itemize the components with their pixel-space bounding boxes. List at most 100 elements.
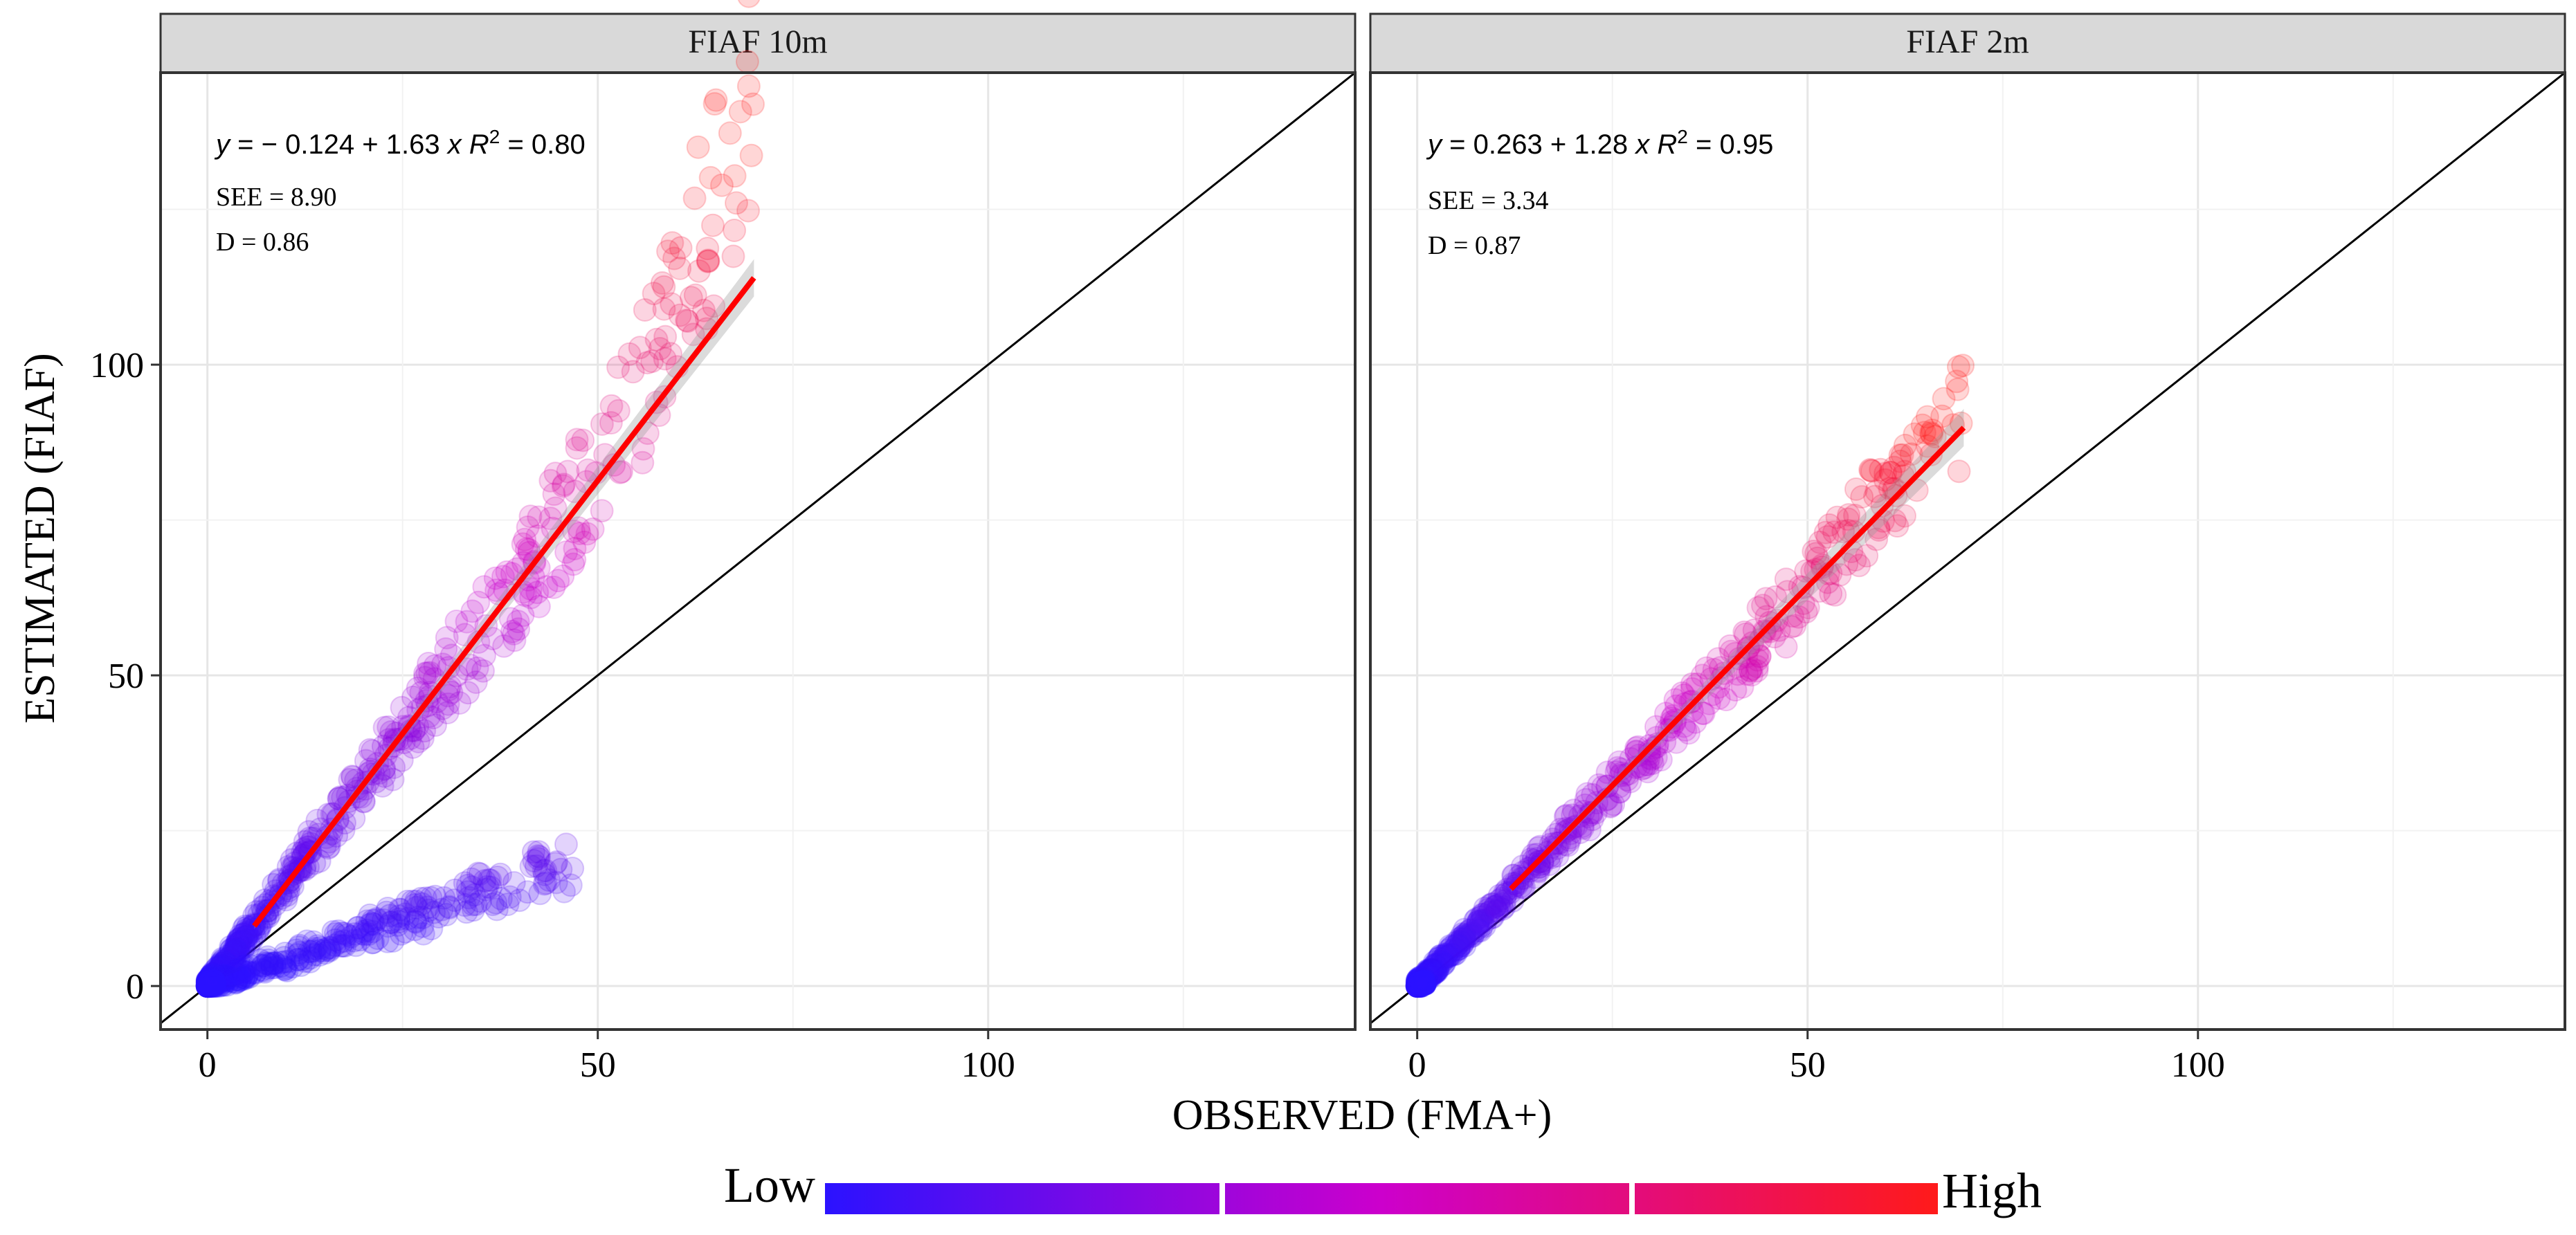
data-point <box>303 937 327 961</box>
data-point <box>276 949 300 973</box>
data-point <box>361 908 385 933</box>
data-point <box>346 915 370 940</box>
data-point <box>361 920 385 944</box>
data-point <box>471 659 495 683</box>
data-point <box>1745 641 1770 666</box>
data-point <box>224 934 248 958</box>
data-point <box>701 213 725 237</box>
data-point <box>423 654 447 678</box>
data-point <box>269 951 293 974</box>
data-point <box>718 121 742 145</box>
data-point <box>631 437 655 461</box>
data-point <box>633 298 657 322</box>
data-point <box>669 236 693 260</box>
data-point <box>412 719 437 743</box>
data-point <box>1831 520 1856 544</box>
data-point <box>228 937 252 961</box>
data-point <box>554 832 578 857</box>
data-point <box>551 564 575 588</box>
y-tick-label: 100 <box>90 346 144 385</box>
data-point <box>502 621 526 646</box>
data-point <box>1554 803 1579 827</box>
data-point <box>1459 924 1483 949</box>
data-point <box>1447 926 1471 951</box>
data-point <box>498 885 522 909</box>
data-point <box>317 935 341 960</box>
data-point <box>417 898 441 922</box>
data-point <box>1945 369 1969 394</box>
data-point <box>1646 732 1670 756</box>
data-point <box>1450 922 1474 946</box>
data-point <box>546 569 570 593</box>
data-point <box>517 538 541 562</box>
data-point <box>1796 596 1820 620</box>
data-point <box>660 231 684 255</box>
data-point <box>1599 794 1623 818</box>
data-point <box>1446 930 1471 954</box>
data-point <box>435 625 459 650</box>
data-point <box>272 946 296 970</box>
data-point <box>1483 895 1507 920</box>
data-point <box>543 496 568 520</box>
data-point <box>1874 461 1897 486</box>
data-point <box>1559 821 1583 845</box>
data-point <box>444 610 469 633</box>
data-point <box>1480 892 1504 916</box>
data-point <box>1804 542 1828 566</box>
data-point <box>1485 899 1509 923</box>
data-point <box>323 922 347 946</box>
fit-line <box>1509 426 1966 891</box>
data-point <box>723 164 747 188</box>
data-point <box>1554 816 1578 841</box>
data-point <box>1847 554 1871 578</box>
data-point <box>1815 570 1840 594</box>
data-point <box>1663 688 1687 712</box>
data-point <box>1458 918 1482 942</box>
data-point <box>1912 421 1936 445</box>
data-point <box>538 468 563 493</box>
data-point <box>1510 861 1534 884</box>
data-point <box>436 684 460 708</box>
data-point <box>565 436 589 460</box>
data-point <box>358 903 382 927</box>
data-point <box>406 676 430 700</box>
data-point <box>333 922 357 946</box>
data-point <box>334 923 359 947</box>
data-point <box>1855 544 1879 568</box>
data-point <box>297 820 321 844</box>
data-point <box>455 900 478 924</box>
data-point <box>628 336 652 360</box>
data-point <box>679 286 703 310</box>
data-point <box>273 942 297 965</box>
data-point <box>1921 419 1944 442</box>
data-point <box>413 661 437 686</box>
data-point <box>1440 943 1464 967</box>
data-point <box>214 949 238 973</box>
data-point <box>331 933 355 958</box>
data-point <box>260 955 284 980</box>
data-point <box>741 92 765 116</box>
data-point <box>1844 477 1868 501</box>
data-point <box>1794 559 1818 583</box>
data-point <box>343 922 368 946</box>
data-point <box>1530 852 1554 876</box>
data-point <box>1706 647 1730 671</box>
data-point <box>263 955 287 980</box>
data-point <box>260 951 284 976</box>
data-point <box>532 859 556 883</box>
x-tick-label: 0 <box>199 1045 217 1085</box>
data-point <box>1919 421 1943 445</box>
data-point <box>1445 933 1469 958</box>
data-point <box>464 893 488 917</box>
data-point <box>430 696 455 720</box>
data-point <box>660 292 684 316</box>
data-point <box>341 765 365 789</box>
data-point <box>1414 971 1434 991</box>
data-point <box>410 914 435 938</box>
data-point <box>492 634 516 658</box>
data-point <box>295 929 319 953</box>
data-point <box>293 949 317 973</box>
data-point <box>556 459 580 484</box>
data-point <box>659 342 682 366</box>
data-point <box>502 871 526 895</box>
